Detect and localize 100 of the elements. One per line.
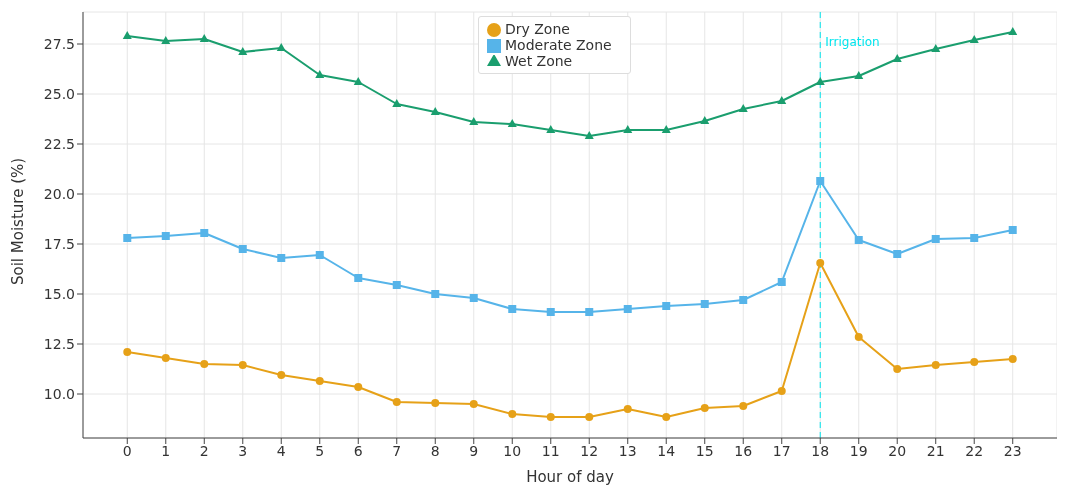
point bbox=[161, 354, 170, 362]
point bbox=[1008, 355, 1017, 363]
x-tick-label: 14 bbox=[657, 442, 676, 459]
point bbox=[200, 360, 209, 368]
point bbox=[969, 35, 979, 43]
point bbox=[739, 296, 748, 304]
point bbox=[854, 236, 863, 244]
point bbox=[392, 281, 401, 289]
point bbox=[816, 177, 825, 185]
point bbox=[123, 234, 132, 242]
point bbox=[277, 371, 286, 379]
y-tick-label: 17.5 bbox=[43, 235, 75, 252]
x-tick-label: 21 bbox=[926, 442, 945, 459]
x-tick-label: 15 bbox=[695, 442, 714, 459]
point bbox=[123, 348, 132, 356]
point bbox=[931, 361, 940, 369]
x-tick-label: 2 bbox=[199, 442, 209, 459]
point bbox=[546, 413, 555, 421]
point bbox=[585, 413, 594, 421]
point bbox=[507, 119, 517, 127]
x-tick-label: 20 bbox=[888, 442, 907, 459]
x-tick-label: 5 bbox=[315, 442, 325, 459]
point bbox=[238, 47, 248, 55]
point bbox=[315, 251, 324, 259]
y-tick-label: 10.0 bbox=[43, 385, 75, 402]
ref-line-label: Irrigation bbox=[825, 34, 880, 49]
x-tick-label: 16 bbox=[734, 442, 753, 459]
point bbox=[238, 245, 247, 253]
point bbox=[662, 302, 671, 310]
x-tick-label: 8 bbox=[430, 442, 440, 459]
point bbox=[1008, 27, 1018, 35]
point bbox=[1008, 226, 1017, 234]
point bbox=[431, 399, 440, 407]
legend-label: Wet Zone bbox=[505, 53, 573, 69]
point bbox=[777, 278, 786, 286]
point bbox=[392, 398, 401, 406]
legend-label: Dry Zone bbox=[505, 21, 570, 37]
x-tick-label: 10 bbox=[503, 442, 522, 459]
x-axis-title: Hour of day bbox=[526, 468, 614, 486]
x-tick-label: 7 bbox=[392, 442, 402, 459]
point bbox=[893, 250, 902, 258]
point bbox=[315, 70, 325, 78]
point bbox=[315, 377, 324, 385]
y-tick-label: 22.5 bbox=[43, 135, 75, 152]
x-tick-label: 12 bbox=[580, 442, 599, 459]
y-tick-label: 25.0 bbox=[43, 85, 75, 102]
point bbox=[892, 54, 902, 62]
point bbox=[354, 383, 363, 391]
point bbox=[816, 259, 825, 267]
point bbox=[546, 125, 556, 133]
point bbox=[354, 274, 363, 282]
point bbox=[970, 234, 979, 242]
x-tick-label: 6 bbox=[353, 442, 363, 459]
point bbox=[276, 43, 286, 51]
point bbox=[931, 44, 941, 52]
point bbox=[200, 229, 209, 237]
point bbox=[700, 116, 710, 124]
point bbox=[585, 308, 594, 316]
point bbox=[970, 358, 979, 366]
point bbox=[700, 300, 709, 308]
point bbox=[277, 254, 286, 262]
x-tick-label: 3 bbox=[238, 442, 248, 459]
point bbox=[700, 404, 709, 412]
point bbox=[430, 107, 440, 115]
y-tick-label: 20.0 bbox=[43, 185, 75, 202]
point bbox=[199, 34, 209, 42]
point bbox=[469, 294, 478, 302]
x-tick-label: 0 bbox=[122, 442, 132, 459]
point bbox=[546, 308, 555, 316]
point bbox=[161, 36, 171, 44]
point bbox=[738, 104, 748, 112]
x-tick-label: 4 bbox=[276, 442, 286, 459]
point bbox=[508, 305, 517, 313]
point bbox=[469, 117, 479, 125]
point bbox=[469, 400, 478, 408]
point bbox=[392, 99, 402, 107]
point bbox=[854, 333, 863, 341]
point bbox=[508, 410, 517, 418]
point bbox=[623, 305, 632, 313]
point bbox=[893, 365, 902, 373]
point bbox=[353, 77, 363, 85]
point bbox=[238, 361, 247, 369]
point bbox=[584, 131, 594, 139]
point bbox=[815, 77, 825, 85]
legend-label: Moderate Zone bbox=[505, 37, 612, 53]
point bbox=[739, 402, 748, 410]
x-tick-label: 18 bbox=[811, 442, 830, 459]
point bbox=[122, 31, 132, 39]
x-tick-label: 17 bbox=[772, 442, 791, 459]
x-tick-label: 22 bbox=[965, 442, 984, 459]
x-tick-label: 9 bbox=[469, 442, 479, 459]
point bbox=[623, 405, 632, 413]
x-tick-label: 1 bbox=[161, 442, 171, 459]
point bbox=[931, 235, 940, 243]
y-tick-label: 27.5 bbox=[43, 35, 75, 52]
point bbox=[662, 413, 671, 421]
x-tick-label: 11 bbox=[541, 442, 560, 459]
point bbox=[777, 96, 787, 104]
y-tick-label: 15.0 bbox=[43, 285, 75, 302]
x-tick-label: 19 bbox=[849, 442, 868, 459]
